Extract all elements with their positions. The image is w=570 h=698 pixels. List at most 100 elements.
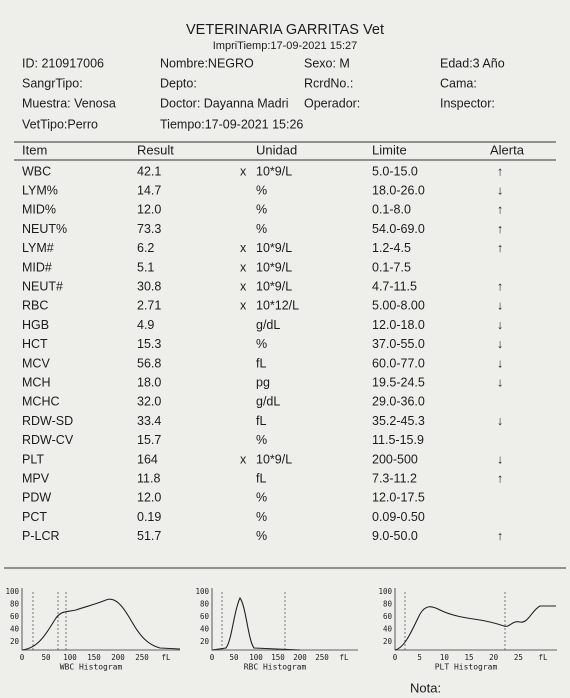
item: LYM#	[22, 241, 54, 255]
x-tick-label: 25	[514, 653, 523, 662]
alert: ↓	[497, 375, 503, 389]
info-field: VetTipo:Perro	[22, 117, 98, 131]
y-tick-label: 40	[200, 625, 210, 634]
unit: g/dL	[256, 395, 280, 409]
limit: 60.0-77.0	[372, 356, 425, 370]
x-tick-label: 100	[249, 653, 263, 662]
limit: 7.3-11.2	[372, 471, 417, 485]
unit: %	[256, 510, 267, 524]
item: P-LCR	[22, 529, 60, 543]
limit: 12.0-18.0	[372, 318, 425, 332]
unit: %	[256, 529, 267, 543]
x-unit: fL	[538, 653, 548, 662]
y-tick-label: 100	[378, 587, 392, 596]
item: PLT	[22, 452, 44, 466]
item: MCH	[22, 375, 50, 389]
y-tick-label: 20	[10, 637, 20, 646]
report-title: VETERINARIA GARRITAS Vet	[186, 22, 384, 38]
limit: 1.2-4.5	[372, 241, 411, 255]
info-field: ID: 210917006	[22, 56, 104, 70]
x-tick-label: 200	[293, 653, 307, 662]
limit: 9.0-50.0	[372, 529, 418, 543]
info-field: Edad:3 Año	[440, 56, 505, 70]
x-tick-label: 20	[489, 653, 499, 662]
x-tick-label: 200	[111, 653, 125, 662]
info-field: Depto:	[160, 76, 197, 90]
limit: 0.09-0.50	[372, 510, 425, 524]
column-header: Limite	[372, 142, 407, 157]
x-tick-label: 10	[440, 653, 450, 662]
unit: 10*9/L	[256, 164, 292, 178]
limit: 29.0-36.0	[372, 395, 425, 409]
x-tick-label: 250	[135, 653, 149, 662]
limit: 5.0-15.0	[372, 164, 418, 178]
unit: 10*12/L	[256, 299, 299, 313]
item: RDW-CV	[22, 433, 74, 447]
unit: %	[256, 433, 267, 447]
histogram-title: PLT Histogram	[435, 663, 498, 672]
histogram-title: RBC Histogram	[244, 663, 307, 672]
info-field: Tiempo:17-09-2021 15:26	[160, 117, 303, 131]
result: 0.19	[137, 510, 161, 524]
histogram-title: WBC Histogram	[60, 663, 123, 672]
histogram-axis	[21, 588, 180, 651]
result: 73.3	[137, 222, 161, 236]
unit: %	[256, 491, 267, 505]
alert: ↓	[497, 318, 503, 332]
x-unit: fL	[339, 653, 349, 662]
alert: ↓	[497, 183, 503, 197]
item: MPV	[22, 471, 50, 485]
item: RBC	[22, 299, 48, 313]
alert: ↓	[497, 414, 503, 428]
y-tick-label: 40	[10, 625, 20, 634]
info-field: Cama:	[440, 76, 477, 90]
limit: 0.1-7.5	[372, 260, 411, 274]
info-field: Muestra: Venosa	[22, 96, 116, 110]
item: RDW-SD	[22, 414, 73, 428]
result: 42.1	[137, 164, 161, 178]
unit: pg	[256, 375, 270, 389]
x-tick-label: 15	[464, 653, 473, 662]
limit: 54.0-69.0	[372, 222, 425, 236]
plt-curve	[394, 592, 556, 651]
x-tick-label: 100	[63, 653, 77, 662]
limit: 37.0-55.0	[372, 337, 425, 351]
note: Nota:	[410, 680, 441, 695]
alert: ↑	[497, 279, 503, 293]
unit: 10*9/L	[256, 452, 292, 466]
info-field: RcrdNo.:	[304, 76, 353, 90]
result: 15.7	[137, 433, 161, 447]
item: HCT	[22, 337, 48, 351]
x-tick-label: 50	[41, 653, 51, 662]
unit: %	[256, 222, 267, 236]
column-header: Alerta	[490, 142, 525, 157]
x-tick-label: 150	[271, 653, 285, 662]
result: 4.9	[137, 318, 154, 332]
unit: 10*9/L	[256, 260, 292, 274]
result: 11.8	[137, 471, 160, 485]
result: 18.0	[137, 375, 161, 389]
item: MID#	[22, 260, 52, 274]
unit: %	[256, 203, 267, 217]
unit: 10*9/L	[256, 279, 292, 293]
wbc-curve	[21, 592, 181, 651]
info-field: Doctor: Dayanna Madri	[160, 96, 289, 110]
x-tick-label: 5	[417, 653, 422, 662]
unit: %	[256, 337, 267, 351]
unit: %	[256, 183, 267, 197]
result: 2.71	[137, 299, 161, 313]
multiplier: x	[240, 299, 247, 313]
item: MCHC	[22, 395, 60, 409]
x-tick-label: 0	[393, 653, 398, 662]
y-tick-label: 40	[383, 625, 393, 634]
result: 33.4	[137, 414, 161, 428]
multiplier: x	[240, 164, 247, 178]
limit: 19.5-24.5	[372, 375, 425, 389]
item: LYM%	[22, 183, 58, 197]
result: 5.1	[137, 260, 154, 274]
y-tick-label: 80	[383, 600, 393, 609]
unit: g/dL	[256, 318, 280, 332]
alert: ↓	[497, 452, 503, 466]
